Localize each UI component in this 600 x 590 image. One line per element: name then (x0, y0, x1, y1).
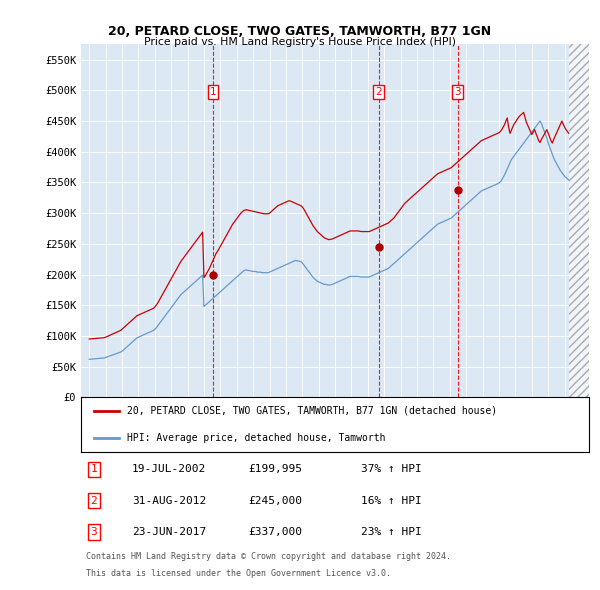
Bar (569, 44, 589, 398)
Text: 2: 2 (91, 496, 97, 506)
Text: 20, PETARD CLOSE, TWO GATES, TAMWORTH, B77 1GN (detached house): 20, PETARD CLOSE, TWO GATES, TAMWORTH, B… (127, 406, 497, 416)
Text: 19-JUL-2002: 19-JUL-2002 (132, 464, 206, 474)
Text: 23% ↑ HPI: 23% ↑ HPI (361, 527, 421, 537)
Text: £245,000: £245,000 (249, 496, 303, 506)
Text: Contains HM Land Registry data © Crown copyright and database right 2024.: Contains HM Land Registry data © Crown c… (86, 552, 451, 562)
Text: £199,995: £199,995 (249, 464, 303, 474)
Text: £337,000: £337,000 (249, 527, 303, 537)
Text: 16% ↑ HPI: 16% ↑ HPI (361, 496, 421, 506)
Text: 37% ↑ HPI: 37% ↑ HPI (361, 464, 421, 474)
Text: 20, PETARD CLOSE, TWO GATES, TAMWORTH, B77 1GN: 20, PETARD CLOSE, TWO GATES, TAMWORTH, B… (109, 25, 491, 38)
Text: 1: 1 (91, 464, 97, 474)
Text: 1: 1 (209, 87, 216, 97)
Text: 2: 2 (376, 87, 382, 97)
Bar (569, 44, 589, 398)
Text: HPI: Average price, detached house, Tamworth: HPI: Average price, detached house, Tamw… (127, 433, 385, 443)
Text: Price paid vs. HM Land Registry's House Price Index (HPI): Price paid vs. HM Land Registry's House … (144, 37, 456, 47)
Text: 3: 3 (91, 527, 97, 537)
Text: 23-JUN-2017: 23-JUN-2017 (132, 527, 206, 537)
Text: 3: 3 (454, 87, 461, 97)
Text: This data is licensed under the Open Government Licence v3.0.: This data is licensed under the Open Gov… (86, 569, 391, 578)
Text: 31-AUG-2012: 31-AUG-2012 (132, 496, 206, 506)
